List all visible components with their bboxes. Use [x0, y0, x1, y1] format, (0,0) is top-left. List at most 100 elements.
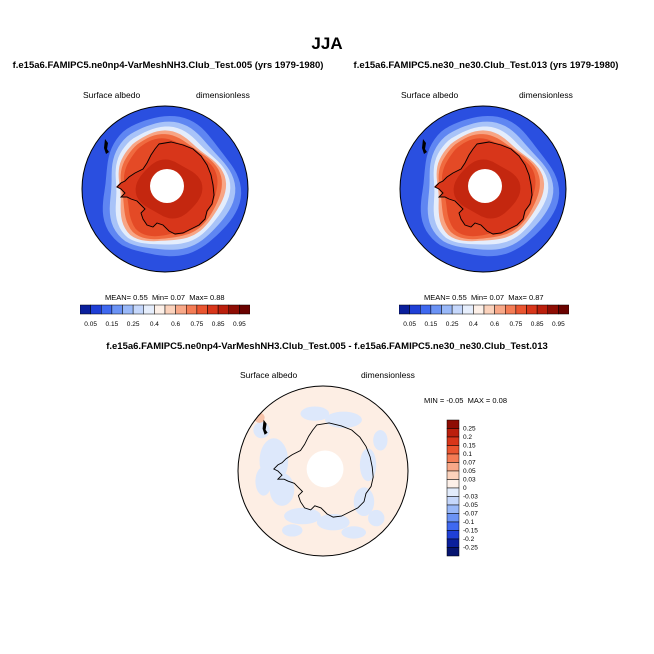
panel3-min-label: MIN = [424, 396, 445, 405]
panel1-colorbar-tick-label: 0.85 [212, 321, 225, 328]
panel2-colorbar-swatch [409, 304, 421, 315]
panel2-colorbar-swatch [462, 304, 474, 315]
panel3-colorbar-swatch [446, 445, 460, 455]
panel1-colorbar-swatch [186, 304, 198, 315]
panel1-colorbar-swatch [196, 304, 208, 315]
panel3-polar-hole [306, 450, 344, 488]
panel3-south-america-tip [262, 419, 268, 435]
panel1-coastline [116, 141, 215, 235]
panel2-colorbar: 0.05 0.15 0.25 0.4 0.6 0.75 0.85 0.95 [399, 304, 569, 330]
panel3-colorbar-swatch [446, 521, 460, 531]
panel1-colorbar-swatch [80, 304, 91, 315]
panel1-title: f.e15a6.FAMIPC5.ne0np4-VarMeshNH3.Club_T… [12, 60, 324, 71]
panel3-negative-patch [368, 509, 385, 527]
panel2-colorbar-swatch [526, 304, 538, 315]
panel3-colorbar-tick-label: 0.15 [463, 443, 476, 450]
panel1-mean-label: MEAN= [105, 293, 132, 302]
panel3-colorbar-swatch [446, 419, 460, 429]
panel2-colorbar-tick-label: 0.85 [531, 321, 544, 328]
panel2-polar-hole [468, 169, 502, 203]
panel2-title: f.e15a6.FAMIPC5.ne30_ne30.Club_Test.013 … [353, 60, 619, 71]
panel2-max-value: 0.87 [528, 293, 544, 302]
panel3-title: f.e15a6.FAMIPC5.ne0np4-VarMeshNH3.Club_T… [106, 341, 548, 352]
panel3-max-value: 0.08 [492, 396, 508, 405]
panel1-colorbar-tick-label: 0.15 [106, 321, 119, 328]
panel1-colorbar-swatch [239, 304, 250, 315]
panel2-colorbar-tick-label: 0.05 [403, 321, 416, 328]
panel3-negative-patch [359, 448, 377, 482]
panel3-colorbar-tick-label: 0.03 [463, 477, 476, 484]
panel3-colorbar-swatch [446, 538, 460, 548]
panel1-min-value: 0.07 [170, 293, 186, 302]
panel3-negative-patch [269, 473, 295, 506]
panel1-colorbar-swatch [164, 304, 176, 315]
panel2-colorbar-swatch [441, 304, 453, 315]
panel3-negative-patch [300, 406, 330, 421]
panel3-negative-patch [284, 507, 321, 525]
panel1-colorbar-swatch [111, 304, 123, 315]
panel3-colorbar: 0.25 0.2 0.15 0.1 0.07 0.05 0.03 0 -0.03 -0.05 -0.… [446, 418, 496, 558]
panel3-units-label: dimensionless [361, 370, 415, 380]
panel2-min-label: Min= [470, 293, 488, 302]
panel3-negative-patch [316, 514, 350, 531]
panel2-colorbar-swatch [483, 304, 495, 315]
panel1-colorbar-tick-label: 0.75 [191, 321, 204, 328]
panel1-variable-label: Surface albedo [83, 90, 141, 100]
panel3-colorbar-tick-label: -0.25 [463, 545, 478, 552]
panel3-coastline [273, 422, 374, 518]
panel3-colorbar-tick-label: -0.1 [463, 519, 475, 526]
panel2-colorbar-tick-label: 0.15 [425, 321, 438, 328]
panel3-negative-patch [325, 411, 362, 428]
panel3-map-border [237, 385, 409, 557]
panel3-colorbar-tick-label: -0.2 [463, 536, 475, 543]
panel3-negative-patch [373, 430, 388, 451]
panel3-colorbar-swatch [446, 428, 460, 438]
panel3-colorbar-swatch [446, 504, 460, 514]
panel1-colorbar-tick-label: 0.4 [150, 321, 159, 328]
panel2-colorbar-swatch [420, 304, 432, 315]
panel3-colorbar-tick-label: 0.1 [463, 451, 472, 458]
panel2-colorbar-tick-label: 0.75 [510, 321, 523, 328]
panel3-colorbar-swatch [446, 496, 460, 506]
panel2-colorbar-swatch [494, 304, 506, 315]
panel3-colorbar-swatch [446, 479, 460, 489]
panel2-stats: MEAN= 0.55 Min= 0.07 Max= 0.87 [424, 293, 544, 302]
panel1-colorbar-tick-label: 0.25 [127, 321, 140, 328]
panel2-colorbar-swatch [547, 304, 559, 315]
panel2-map [399, 105, 567, 273]
panel2-colorbar-swatch [515, 304, 527, 315]
panel3-colorbar-swatch [446, 470, 460, 480]
panel3-colorbar-swatch [446, 453, 460, 463]
panel2-variable-label: Surface albedo [401, 90, 459, 100]
panel2-mean-label: MEAN= [424, 293, 451, 302]
panel3-colorbar-swatch [446, 530, 460, 540]
panel2-colorbar-tick-label: 0.6 [490, 321, 499, 328]
panel2-coastline [434, 141, 533, 235]
panel3-stats: MIN = -0.05 MAX = 0.08 [424, 396, 507, 405]
panel3-colorbar-tick-label: -0.15 [463, 528, 478, 535]
panel2-colorbar-tick-label: 0.4 [469, 321, 478, 328]
panel3-variable-label: Surface albedo [240, 370, 298, 380]
panel1-stats: MEAN= 0.55 Min= 0.07 Max= 0.88 [105, 293, 225, 302]
panel3-colorbar-swatch [446, 436, 460, 446]
panel1-max-value: 0.88 [209, 293, 225, 302]
panel3-negative-patch [253, 421, 270, 439]
panel1-colorbar-swatch [122, 304, 134, 315]
panel3-colorbar-swatch [446, 513, 460, 523]
panel3-colorbar-tick-label: -0.05 [463, 502, 478, 509]
panel1-colorbar-tick-label: 0.05 [84, 321, 97, 328]
panel1-colorbar-tick-label: 0.95 [233, 321, 246, 328]
panel2-min-value: 0.07 [489, 293, 505, 302]
panel2-south-america-tip [422, 139, 427, 154]
panel3-negative-patch [341, 526, 367, 539]
panel3-colorbar-swatch [446, 547, 460, 557]
panel1-colorbar-swatch [101, 304, 113, 315]
panel3-colorbar-swatch [446, 462, 460, 472]
panel2-colorbar-swatch [451, 304, 463, 315]
panel1-south-america-tip [104, 139, 109, 154]
panel2-max-label: Max= [508, 293, 527, 302]
panel2-mean-value: 0.55 [452, 293, 467, 302]
panel3-colorbar-swatch [446, 487, 460, 497]
panel3-colorbar-tick-label: 0.2 [463, 434, 472, 441]
panel2-colorbar-swatch [399, 304, 410, 315]
